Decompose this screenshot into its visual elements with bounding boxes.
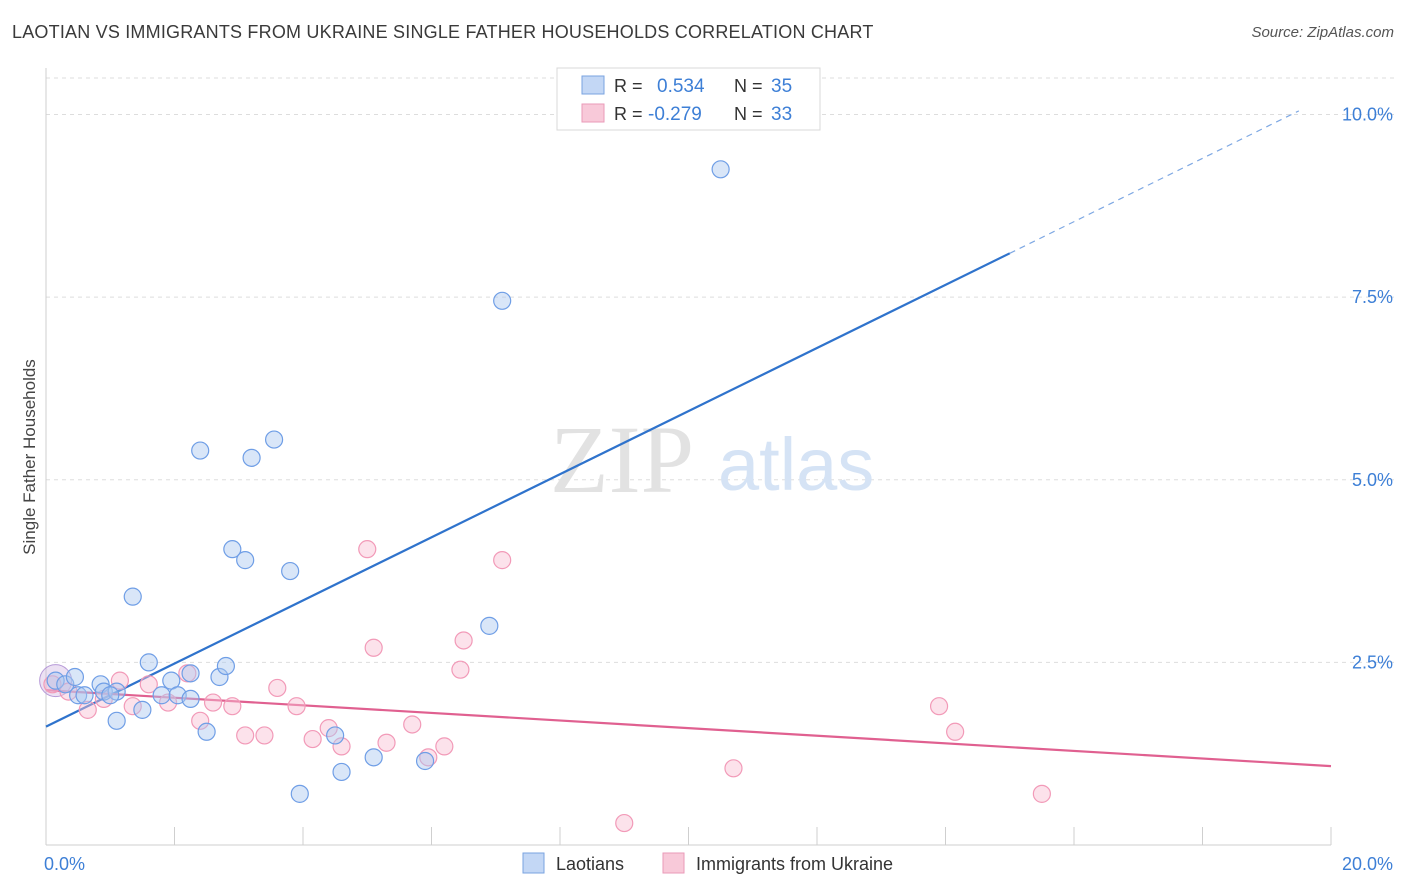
point-ukraine [615,813,634,833]
legend-n-value-1: 35 [771,76,792,97]
point-ukraine [236,726,255,745]
y-tick-label: 5.0% [1352,470,1393,490]
x-tick-label: 20.0% [1342,854,1393,874]
point-laotians [216,656,235,676]
legend-r-label-1: R = [614,76,643,96]
point-laotians [65,667,85,687]
point-ukraine [223,697,242,716]
point-laotians [364,748,383,767]
bottom-legend: Laotians Immigrants from Ukraine [522,852,893,874]
point-ukraine [203,693,223,712]
trend-line-laotians [45,252,1011,728]
y-tick-label: 2.5% [1352,652,1393,672]
point-laotians [210,667,229,687]
legend-n-label-1: N = [734,76,763,96]
bottom-legend-swatch-laotians [522,852,545,874]
point-ukraine [78,700,97,719]
point-ukraine [332,737,351,756]
bottom-legend-swatch-ukraine [662,852,685,874]
bottom-legend-label-laotians: Laotians [556,854,624,874]
point-laotians [133,700,152,719]
point-ukraine [946,722,965,741]
point-laotians [281,561,300,581]
point-ukraine [123,697,142,716]
point-laotians [480,616,499,635]
trend-extension-laotians [1009,110,1300,254]
point-laotians [264,430,284,449]
legend-n-label-2: N = [734,104,763,124]
point-ukraine [377,733,396,752]
legend-r-label-2: R = [614,104,643,124]
x-tick-label: 0.0% [44,854,85,874]
point-ukraine [724,759,743,778]
point-ukraine [435,737,454,756]
point-laotians [711,160,730,179]
point-ukraine [158,693,178,712]
point-laotians [223,540,242,559]
point-ukraine [110,671,129,690]
point-ukraine [303,729,322,749]
point-laotians [75,686,94,705]
y-axis-label: Single Father Households [20,359,39,555]
point-ukraine [493,551,512,570]
y-tick-label: 7.5% [1352,287,1393,307]
trend-lines [45,110,1332,768]
point-laotians [181,664,200,683]
y-tick-label: 10.0% [1342,105,1393,125]
point-ukraine [358,540,377,559]
data-points [39,160,1051,833]
point-ukraine [287,697,306,716]
source-credit: Source: ZipAtlas.com [1251,24,1394,41]
cluster-point [39,664,73,698]
point-laotians [236,551,255,570]
point-ukraine [319,719,338,738]
point-ukraine [403,715,422,734]
point-laotians [290,784,309,803]
point-ukraine [364,638,383,657]
point-ukraine [268,678,287,698]
point-ukraine [454,631,473,650]
legend-swatch-ukraine [581,103,605,123]
point-ukraine [451,660,470,679]
point-laotians [56,675,75,694]
legend-r-value-1: 0.534 [657,76,705,97]
point-laotians [181,689,200,709]
point-laotians [123,587,142,606]
legend-r-value-2: -0.279 [648,104,702,125]
bottom-legend-label-ukraine: Immigrants from Ukraine [696,854,893,874]
point-laotians [415,751,435,771]
point-laotians [152,686,171,705]
chart-title: LAOTIAN VS IMMIGRANTS FROM UKRAINE SINGL… [12,22,874,42]
point-laotians [242,448,261,467]
axes [45,68,1332,846]
watermark-zip: ZIP [550,406,694,513]
legend-box: R = 0.534 N = 35 R = -0.279 N = 33 [556,67,821,131]
point-laotians [493,291,512,310]
point-laotians [69,686,88,705]
point-ukraine [139,675,158,694]
point-laotians [326,726,345,745]
point-laotians [139,653,158,672]
point-ukraine [255,726,274,745]
point-ukraine [929,697,949,716]
point-laotians [332,762,351,782]
point-laotians [101,686,120,705]
y-tick-labels: 2.5% 5.0% 7.5% 10.0% [1342,105,1393,673]
x-tick-labels: 0.0% 20.0% [44,854,1393,874]
trend-line-ukraine [45,689,1332,768]
point-laotians [107,711,126,730]
point-laotians [46,671,65,690]
point-laotians [197,722,216,741]
legend-n-value-2: 33 [771,104,792,125]
legend-swatch-laotians [581,75,605,95]
point-ukraine [1032,784,1051,803]
watermark-atlas: atlas [718,423,874,506]
point-laotians [191,441,210,460]
point-ukraine [191,711,210,730]
